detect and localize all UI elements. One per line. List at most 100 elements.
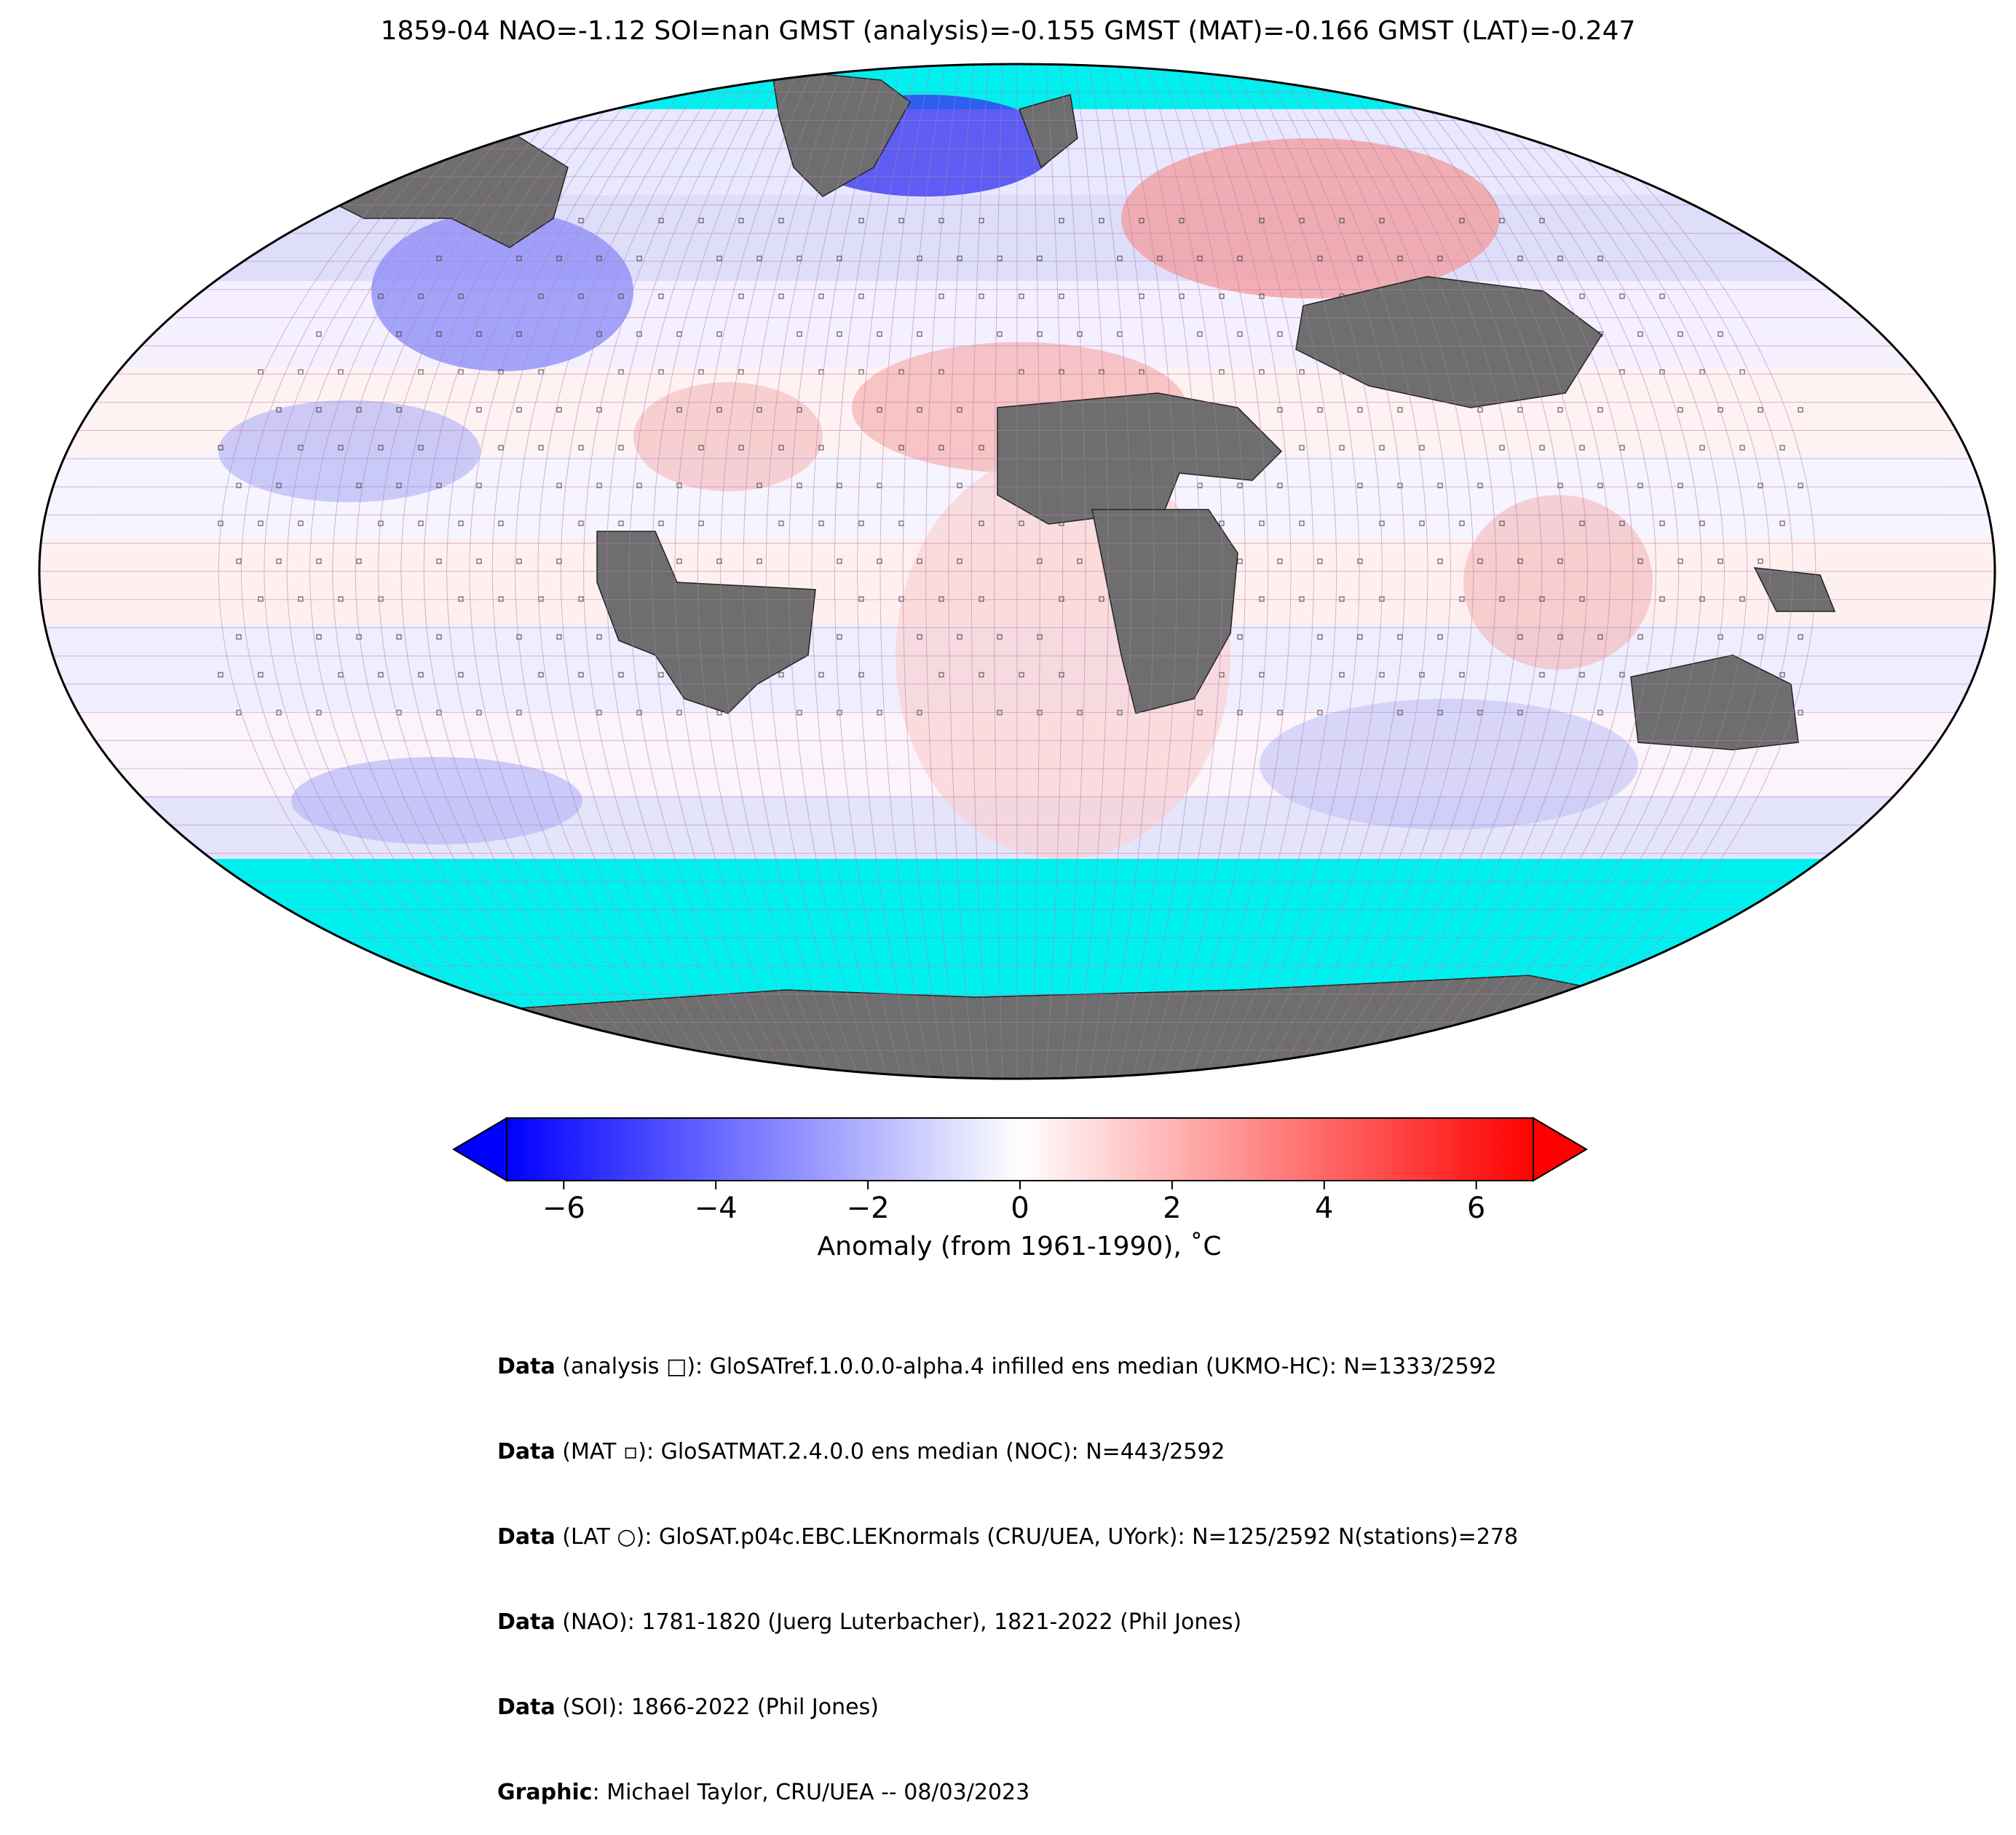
- station-marker: [436, 634, 442, 640]
- station-marker: [917, 331, 922, 337]
- grid-longitude-line: [264, 64, 542, 1079]
- grid-longitude-line: [720, 64, 831, 1079]
- station-marker: [1637, 331, 1643, 337]
- station-marker: [1037, 255, 1043, 261]
- credit-line-lat: Data (LAT ○): GloSAT.p04c.EBC.LEKnormals…: [497, 1524, 1519, 1550]
- station-marker: [476, 331, 482, 337]
- grid-longitude-line: [560, 64, 730, 1079]
- station-marker: [356, 558, 362, 564]
- grid-longitude-line: [1045, 64, 1064, 1079]
- station-marker: [418, 672, 424, 678]
- station-marker: [578, 672, 584, 678]
- station-marker: [578, 293, 584, 299]
- station-marker: [1619, 672, 1625, 678]
- station-marker: [516, 255, 522, 261]
- credits-block: Data (analysis □): GloSATref.1.0.0.0-alp…: [497, 1296, 1518, 1835]
- warm-region-eurasia: [1121, 138, 1500, 298]
- station-marker: [837, 255, 842, 261]
- station-marker: [316, 634, 322, 640]
- station-marker: [1597, 407, 1603, 413]
- grid-longitude-line: [423, 64, 644, 1079]
- station-marker: [298, 520, 304, 526]
- station-marker: [1259, 520, 1265, 526]
- station-marker: [716, 407, 722, 413]
- station-marker: [516, 331, 522, 337]
- station-marker: [756, 483, 762, 488]
- credit-line-analysis: Data (analysis □): GloSATref.1.0.0.0-alp…: [497, 1354, 1497, 1379]
- station-marker: [1259, 596, 1265, 602]
- station-marker: [276, 558, 282, 564]
- station-marker: [1299, 218, 1305, 223]
- station-marker: [498, 445, 504, 451]
- colorbar-ticks: [563, 1181, 1477, 1189]
- station-marker: [596, 255, 602, 261]
- station-marker: [276, 483, 282, 488]
- grid-longitude-line: [1103, 64, 1155, 1079]
- grid-longitude-line: [1391, 64, 1611, 1079]
- station-marker: [1517, 558, 1523, 564]
- station-marker: [298, 596, 304, 602]
- station-marker: [917, 407, 922, 413]
- station-marker: [877, 331, 882, 337]
- station-marker: [979, 520, 984, 526]
- station-marker: [1597, 255, 1603, 261]
- station-marker: [476, 558, 482, 564]
- station-marker: [596, 483, 602, 488]
- station-marker: [1739, 445, 1745, 451]
- station-marker: [917, 634, 922, 640]
- station-marker: [396, 634, 402, 640]
- station-marker: [1779, 445, 1785, 451]
- station-marker: [1419, 520, 1425, 526]
- grid-longitude-line: [674, 64, 802, 1079]
- credit-line-soi: Data (SOI): 1866-2022 (Phil Jones): [497, 1695, 879, 1720]
- grid-longitude-line: [286, 64, 557, 1079]
- grid-longitude-line: [309, 64, 572, 1079]
- station-marker: [756, 407, 762, 413]
- station-marker: [1379, 218, 1385, 223]
- station-marker: [556, 634, 562, 640]
- station-marker: [1059, 672, 1064, 678]
- station-marker: [1579, 596, 1585, 602]
- station-marker: [1277, 407, 1283, 413]
- station-marker: [236, 558, 242, 564]
- grid-longitude-line: [1233, 64, 1360, 1079]
- station-marker: [1037, 331, 1043, 337]
- station-marker: [1579, 445, 1585, 451]
- cold-region-eastern-north-america: [371, 211, 633, 371]
- grid-longitude-line: [1276, 64, 1428, 1079]
- station-marker: [578, 218, 584, 223]
- colorbar-body: [506, 1117, 1534, 1181]
- station-marker: [618, 520, 624, 526]
- station-marker: [716, 558, 722, 564]
- station-marker: [258, 672, 264, 678]
- station-marker: [938, 672, 944, 678]
- colorbar-tick-label: −4: [694, 1192, 738, 1225]
- station-marker: [1539, 596, 1545, 602]
- grid-longitude-line: [1434, 64, 1680, 1079]
- station-marker: [858, 672, 864, 678]
- station-marker: [1557, 634, 1563, 640]
- station-marker: [1779, 672, 1785, 678]
- station-marker: [218, 520, 224, 526]
- station-marker: [538, 293, 544, 299]
- station-marker: [1357, 634, 1363, 640]
- station-marker: [1637, 483, 1643, 488]
- station-marker: [258, 520, 264, 526]
- grid-longitude-line: [1348, 64, 1543, 1079]
- station-marker: [658, 672, 664, 678]
- station-marker: [618, 672, 624, 678]
- station-marker: [1237, 483, 1243, 488]
- station-marker: [556, 483, 562, 488]
- station-marker: [1557, 483, 1563, 488]
- station-marker: [1779, 520, 1785, 526]
- station-marker: [1579, 672, 1585, 678]
- station-marker: [1477, 483, 1483, 488]
- grid-longitude-line: [1059, 64, 1086, 1079]
- station-marker: [1299, 520, 1305, 526]
- station-marker: [1517, 255, 1523, 261]
- station-marker: [716, 255, 722, 261]
- station-marker: [997, 634, 1003, 640]
- station-marker: [778, 218, 784, 223]
- grid-longitude-line: [491, 64, 687, 1079]
- grid-longitude-line: [879, 64, 931, 1079]
